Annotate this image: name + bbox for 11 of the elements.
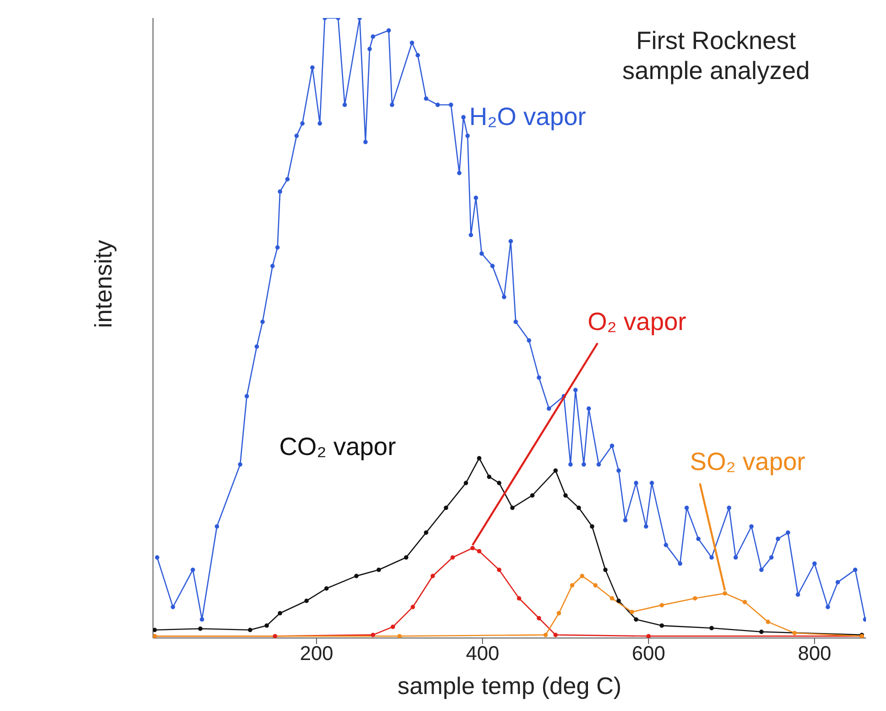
series-label: H₂O vapor: [469, 103, 586, 132]
text: SO₂ vapor: [690, 448, 806, 478]
x-tick-label: 400: [466, 643, 500, 666]
text: First Rocknest sample analyzed: [621, 26, 811, 86]
x-tick-label: 800: [798, 643, 832, 666]
text: CO₂ vapor: [279, 433, 396, 462]
y-axis-title: intensity: [90, 240, 118, 328]
x-tick-label: 600: [632, 643, 666, 666]
text: O₂ vapor: [588, 308, 686, 338]
x-tick-label: 200: [300, 643, 334, 666]
x-axis-title: sample temp (deg C): [397, 673, 622, 700]
